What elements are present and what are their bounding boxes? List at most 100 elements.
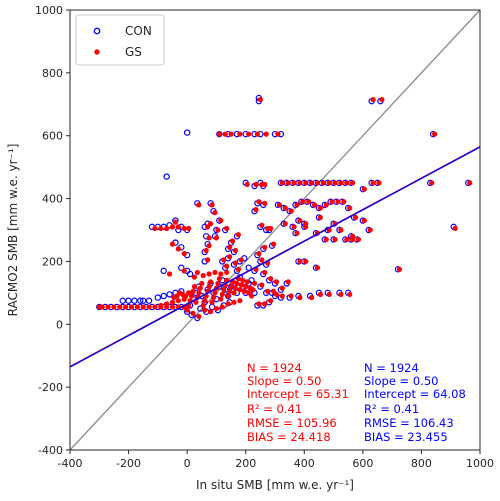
gs-point	[361, 217, 367, 224]
con-point	[145, 297, 153, 304]
gs-point	[213, 305, 220, 312]
gs-point	[238, 282, 244, 288]
gs-point	[191, 274, 198, 280]
gs-point	[273, 279, 280, 285]
con-point	[125, 297, 132, 304]
x-tick-label: 400	[294, 457, 315, 470]
gs-point	[341, 199, 347, 205]
gs-point	[196, 290, 202, 296]
y-tick-label: 1000	[35, 4, 63, 17]
gs-point	[219, 304, 225, 310]
gs-point	[152, 225, 158, 232]
gs-stat-slope: Slope = 0.50	[247, 374, 321, 388]
gs-point	[251, 280, 258, 287]
gs-point	[262, 181, 268, 188]
gs-point	[158, 302, 164, 309]
gs-point	[152, 304, 158, 310]
gs-point	[303, 258, 309, 265]
con-point	[137, 297, 144, 304]
gs-point	[111, 304, 117, 310]
con-stat-rmse: RMSE = 106.43	[364, 416, 454, 430]
gs-point	[297, 217, 303, 224]
gs-point	[235, 266, 241, 272]
gs-point	[248, 293, 255, 299]
gs-point	[218, 217, 224, 224]
gs-point	[452, 225, 458, 232]
gs-point	[268, 276, 274, 282]
gs-point	[250, 287, 256, 293]
gs-point	[238, 257, 244, 263]
gs-point	[212, 210, 218, 216]
gs-points	[96, 96, 473, 320]
x-tick-label: 800	[411, 457, 432, 470]
con-point	[183, 129, 191, 136]
gs-point	[105, 304, 111, 310]
gs-point	[350, 236, 356, 243]
gs-point	[338, 227, 344, 233]
gs-point	[282, 221, 288, 227]
gs-point	[209, 202, 215, 208]
con-stats-block: N = 1924 Slope = 0.50 Intercept = 64.08 …	[364, 361, 466, 444]
gs-point	[323, 202, 329, 208]
gs-point	[191, 283, 198, 290]
gs-point	[205, 257, 211, 263]
gs-point	[164, 301, 170, 307]
legend-con-marker	[93, 27, 101, 35]
gs-point	[259, 257, 265, 263]
gs-point	[244, 279, 250, 285]
gs-point	[202, 307, 208, 313]
gs-point	[158, 225, 164, 232]
con-point	[140, 297, 147, 304]
gs-point	[241, 288, 247, 294]
gs-point	[206, 235, 212, 241]
gs-point	[212, 290, 218, 296]
gs-point	[370, 96, 376, 103]
gs-point	[285, 279, 291, 285]
gs-point	[224, 263, 230, 269]
gs-point	[234, 280, 240, 287]
gs-point	[303, 180, 309, 186]
gs-point	[285, 180, 291, 186]
one-to-one-line-layer	[69, 9, 481, 451]
gs-point	[291, 180, 297, 186]
y-tick-label: 0	[56, 318, 63, 331]
con-point	[178, 264, 185, 271]
gs-point	[355, 236, 362, 243]
gs-point	[218, 296, 224, 302]
gs-point	[275, 131, 281, 137]
y-tick-label: -400	[38, 444, 63, 457]
gs-point	[240, 277, 246, 283]
gs-point	[175, 224, 181, 230]
gs-point	[166, 271, 173, 277]
gs-point	[244, 181, 250, 188]
gs-point	[256, 250, 262, 257]
gs-point	[279, 180, 285, 186]
gs-point	[172, 219, 179, 225]
gs-point	[265, 288, 271, 294]
gs-point	[222, 131, 228, 137]
gs-point	[306, 199, 312, 205]
gs-point	[224, 269, 230, 276]
con-stat-intercept: Intercept = 64.08	[364, 387, 466, 401]
gs-point	[215, 280, 221, 287]
gs-point	[207, 309, 214, 315]
con-point	[163, 173, 170, 180]
gs-point	[332, 236, 338, 243]
y-tick-label: 600	[42, 130, 63, 143]
gs-point	[207, 279, 214, 285]
gs-point	[300, 199, 306, 205]
gs-stats-block: N = 1924 Slope = 0.50 Intercept = 65.31 …	[247, 361, 349, 444]
gs-point	[219, 291, 225, 298]
gs-point	[237, 298, 243, 304]
gs-point	[288, 208, 294, 214]
gs-point	[206, 243, 212, 249]
gs-point	[237, 287, 243, 293]
regression-line-layer	[69, 146, 481, 368]
y-axis: -400 -200 0 200 400 600 800 1000	[35, 4, 70, 457]
gs-stat-intercept: Intercept = 65.31	[247, 387, 349, 401]
gs-point	[329, 199, 335, 205]
gs-point	[190, 310, 196, 316]
con-regression-line	[69, 146, 481, 368]
gs-point	[206, 271, 212, 277]
